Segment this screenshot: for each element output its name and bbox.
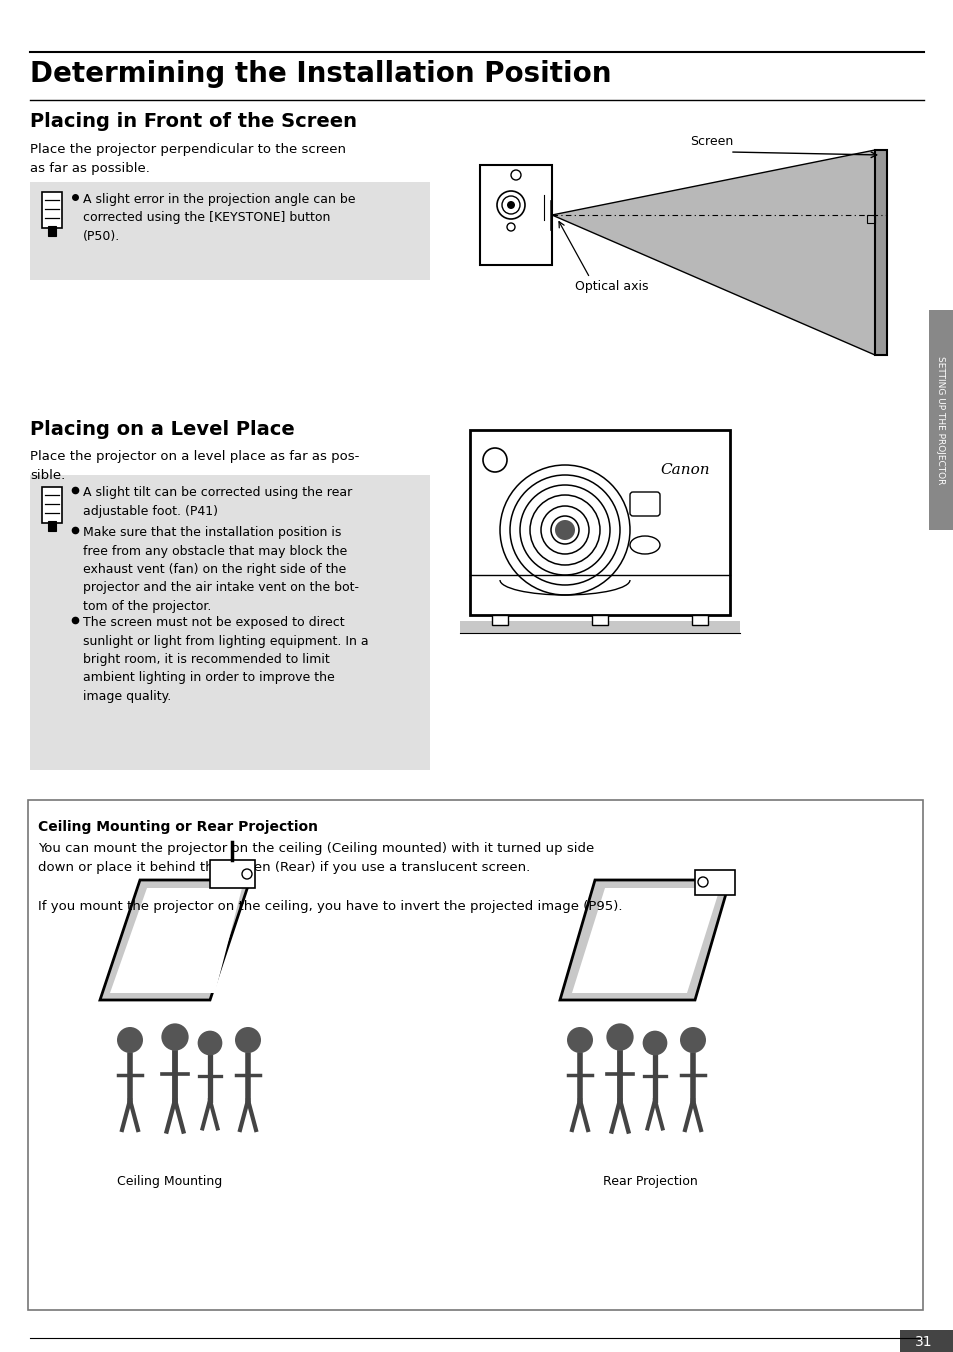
Polygon shape [552, 150, 874, 356]
Circle shape [606, 1023, 633, 1051]
Bar [928, 310, 953, 530]
Text: Rear Projection: Rear Projection [602, 1175, 697, 1188]
Bar [210, 860, 254, 888]
Bar [695, 869, 734, 895]
Bar [42, 192, 62, 228]
Bar [492, 615, 507, 625]
Bar [899, 1330, 953, 1352]
FancyBboxPatch shape [629, 492, 659, 516]
Text: Canon: Canon [659, 462, 709, 477]
Bar [459, 621, 740, 633]
Polygon shape [559, 880, 729, 1000]
Text: Optical axis: Optical axis [575, 280, 648, 293]
Bar [874, 150, 886, 356]
Text: SETTING UP THE PROJECTOR: SETTING UP THE PROJECTOR [936, 356, 944, 484]
Circle shape [197, 1030, 222, 1056]
Circle shape [642, 1030, 667, 1056]
Text: Ceiling Mounting: Ceiling Mounting [117, 1175, 222, 1188]
Text: You can mount the projector on the ceiling (Ceiling mounted) with it turned up s: You can mount the projector on the ceili… [38, 842, 594, 873]
Text: A slight error in the projection angle can be
corrected using the [KEYSTONE] but: A slight error in the projection angle c… [83, 193, 355, 243]
Bar [28, 800, 923, 1310]
Text: 31: 31 [914, 1334, 932, 1349]
Text: Make sure that the installation position is
free from any obstacle that may bloc: Make sure that the installation position… [83, 526, 358, 612]
Text: Determining the Installation Position: Determining the Installation Position [30, 59, 611, 88]
Polygon shape [110, 888, 242, 992]
Bar [42, 487, 62, 523]
Circle shape [506, 201, 515, 210]
Bar [866, 215, 874, 223]
Bar [592, 615, 607, 625]
Text: Place the projector perpendicular to the screen
as far as possible.: Place the projector perpendicular to the… [30, 143, 346, 174]
Text: Place the projector on a level place as far as pos-
sible.: Place the projector on a level place as … [30, 450, 359, 483]
Circle shape [679, 1028, 705, 1053]
Circle shape [117, 1028, 143, 1053]
Polygon shape [572, 888, 720, 992]
Bar [30, 183, 430, 280]
Circle shape [566, 1028, 593, 1053]
Bar [30, 475, 430, 771]
Text: Ceiling Mounting or Rear Projection: Ceiling Mounting or Rear Projection [38, 821, 317, 834]
Text: If you mount the projector on the ceiling, you have to invert the projected imag: If you mount the projector on the ceilin… [38, 900, 622, 913]
Text: Placing on a Level Place: Placing on a Level Place [30, 420, 294, 439]
Bar [691, 615, 707, 625]
Circle shape [555, 521, 575, 539]
Bar [479, 165, 552, 265]
Bar [48, 226, 56, 237]
Polygon shape [100, 880, 250, 1000]
Text: A slight tilt can be corrected using the rear
adjustable foot. (P41): A slight tilt can be corrected using the… [83, 485, 352, 518]
Text: Screen: Screen [689, 135, 733, 147]
Circle shape [161, 1023, 189, 1051]
Text: The screen must not be exposed to direct
sunlight or light from lighting equipme: The screen must not be exposed to direct… [83, 617, 368, 703]
Bar [470, 430, 729, 615]
Text: Placing in Front of the Screen: Placing in Front of the Screen [30, 112, 356, 131]
Bar [48, 521, 56, 531]
Circle shape [234, 1028, 261, 1053]
